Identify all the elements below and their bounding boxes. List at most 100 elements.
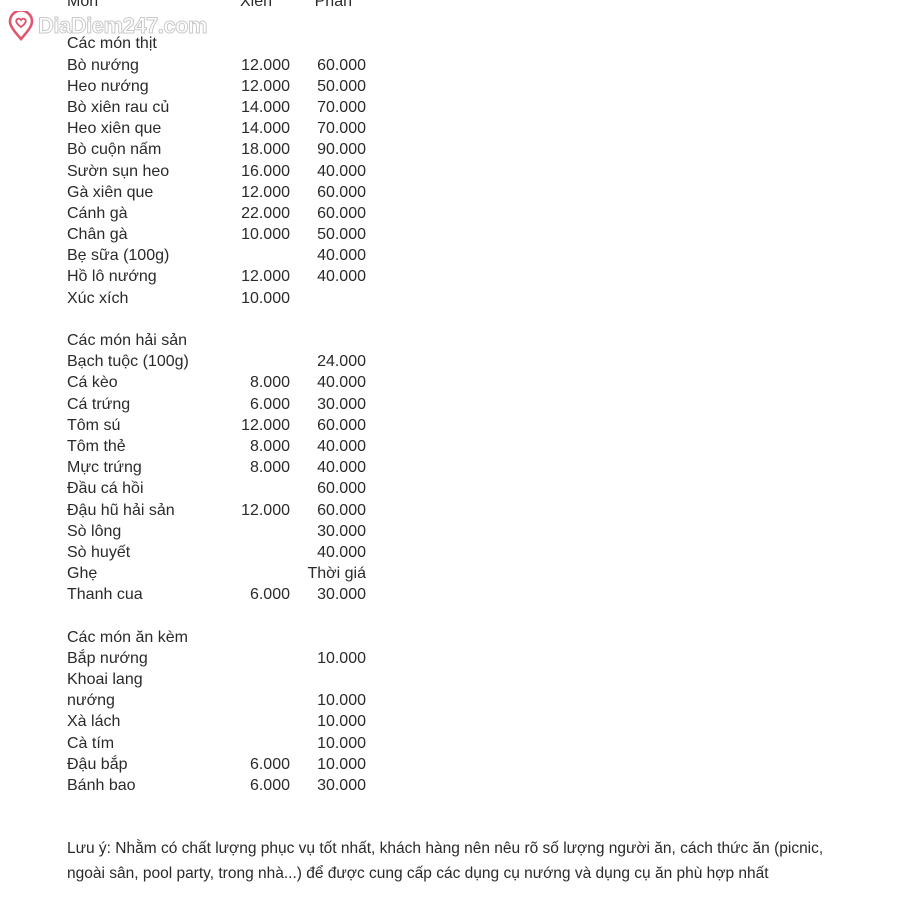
item-name: Bẹ sữa (100g): [67, 247, 170, 265]
item-name: Ghẹ: [67, 565, 98, 583]
item-price-phan: 70.000: [317, 120, 366, 138]
table-header: Món Xiên Phần: [0, 0, 900, 12]
table-row: Heo xiên que 14.000 70.000: [0, 118, 900, 139]
item-name: Gà xiên que: [67, 183, 154, 201]
item-price-phan: 60.000: [317, 480, 366, 498]
item-name: Chân gà: [67, 226, 128, 244]
table-row: Chân gà 10.000 50.000: [0, 224, 900, 245]
item-price-phan: 50.000: [317, 226, 366, 244]
item-price-phan: 40.000: [317, 437, 366, 455]
section-title-text: Các món ăn kèm: [67, 628, 188, 646]
table-row: Cá kèo 8.000 40.000: [0, 372, 900, 393]
item-price-xien: 10.000: [241, 226, 290, 244]
table-row: Cà tím 10.000: [0, 733, 900, 754]
item-price-xien: 8.000: [249, 459, 290, 477]
table-row: Bắp nướng 10.000: [0, 648, 900, 669]
item-name: Sò huyết: [67, 543, 131, 561]
table-row: Heo nướng 12.000 50.000: [0, 76, 900, 97]
item-price-xien: 6.000: [249, 755, 290, 773]
item-price-phan: 10.000: [317, 713, 366, 731]
item-price-xien: 12.000: [241, 56, 290, 74]
item-price-phan: 40.000: [317, 247, 366, 265]
item-price-phan: 60.000: [317, 501, 366, 519]
header-name: Món: [67, 0, 99, 10]
blank-row: [0, 309, 900, 330]
item-name: Tôm thẻ: [67, 437, 126, 455]
item-price-xien: 8.000: [249, 437, 290, 455]
item-price-phan: 60.000: [317, 204, 366, 222]
blank-row: [0, 12, 900, 33]
item-name: Xà lách: [67, 713, 121, 731]
item-price-phan: 10.000: [317, 692, 366, 710]
table-row: Đầu cá hồi 60.000: [0, 478, 900, 499]
table-row: Đậu hũ hải sản 12.000 60.000: [0, 500, 900, 521]
table-row: Tôm sú 12.000 60.000: [0, 415, 900, 436]
table-row: Xà lách 10.000: [0, 711, 900, 732]
table-row: Xúc xích 10.000: [0, 288, 900, 309]
item-price-xien: 10.000: [241, 289, 290, 307]
header-xien: Xiên: [239, 0, 272, 10]
table-row: Bạch tuộc (100g) 24.000: [0, 351, 900, 372]
item-name: Sườn sụn heo: [67, 162, 170, 180]
item-name: nướng: [67, 692, 115, 710]
item-price-phan: 90.000: [317, 141, 366, 159]
item-name: Cá kèo: [67, 374, 118, 392]
item-name: Đậu bắp: [67, 755, 128, 773]
item-price-xien: 16.000: [241, 162, 290, 180]
item-name: Bò nướng: [67, 56, 139, 74]
table-row: Ghẹ Thời giá: [0, 563, 900, 584]
table-row: Bò xiên rau củ 14.000 70.000: [0, 97, 900, 118]
table-row: Bánh bao 6.000 30.000: [0, 775, 900, 796]
item-price-xien: 12.000: [241, 268, 290, 286]
table-row: Gà xiên que 12.000 60.000: [0, 182, 900, 203]
table-row: Bò cuộn nấm 18.000 90.000: [0, 139, 900, 160]
table-row: Thanh cua 6.000 30.000: [0, 584, 900, 605]
section-title-text: Các món hải sản: [67, 332, 188, 349]
item-price-xien: 12.000: [241, 501, 290, 519]
item-price-phan: 10.000: [317, 649, 366, 667]
item-price-phan: 30.000: [317, 395, 366, 413]
item-price-phan: 70.000: [317, 98, 366, 116]
item-name: Xúc xích: [67, 289, 129, 307]
item-price-xien: 22.000: [241, 204, 290, 222]
table-row: Đậu bắp 6.000 10.000: [0, 754, 900, 775]
table-row: Khoai lang: [0, 669, 900, 690]
item-name: Mực trứng: [67, 459, 142, 477]
item-price-phan: 40.000: [317, 459, 366, 477]
table-row: Sò lông 30.000: [0, 521, 900, 542]
item-price-phan: 30.000: [317, 522, 366, 540]
item-price-phan: 40.000: [317, 162, 366, 180]
item-price-phan: 10.000: [317, 734, 366, 752]
item-name: Cánh gà: [67, 204, 128, 222]
table-row: Mực trứng 8.000 40.000: [0, 457, 900, 478]
item-price-xien: 6.000: [249, 586, 290, 604]
item-price-xien: 6.000: [249, 395, 290, 413]
item-name: Cà tím: [67, 734, 115, 752]
item-price-phan: 40.000: [317, 543, 366, 561]
price-table: Món Xiên Phần Các món thịt Bò nướng 12.000…: [0, 0, 900, 796]
item-price-xien: 6.000: [249, 776, 290, 794]
section-title: Các món ăn kèm: [0, 627, 900, 648]
item-price-xien: 12.000: [241, 416, 290, 434]
watermark-logo: DiaDiem247.com: [8, 11, 208, 41]
item-name: Heo nướng: [67, 77, 149, 95]
item-name: Heo xiên que: [67, 120, 162, 138]
item-name: Thanh cua: [67, 586, 143, 604]
item-name: Bắp nướng: [67, 649, 148, 667]
table-row: Tôm thẻ 8.000 40.000: [0, 436, 900, 457]
item-price-xien: 12.000: [241, 77, 290, 95]
item-name: Tôm sú: [67, 416, 121, 434]
table-row: nướng 10.000: [0, 690, 900, 711]
item-price-phan: 50.000: [317, 77, 366, 95]
item-name: Bò xiên rau củ: [67, 98, 170, 116]
table-row: Bẹ sữa (100g) 40.000: [0, 245, 900, 266]
table-row: Sườn sụn heo 16.000 40.000: [0, 161, 900, 182]
note-text: Lưu ý: Nhằm có chất lượng phục vụ tốt nh…: [67, 840, 824, 882]
blank-row: [0, 605, 900, 626]
item-price-phan: 10.000: [317, 755, 366, 773]
item-price-xien: 8.000: [249, 374, 290, 392]
item-price-phan: 40.000: [317, 268, 366, 286]
item-price-phan: 60.000: [317, 416, 366, 434]
item-price-phan: 30.000: [317, 586, 366, 604]
table-row: Sò huyết 40.000: [0, 542, 900, 563]
